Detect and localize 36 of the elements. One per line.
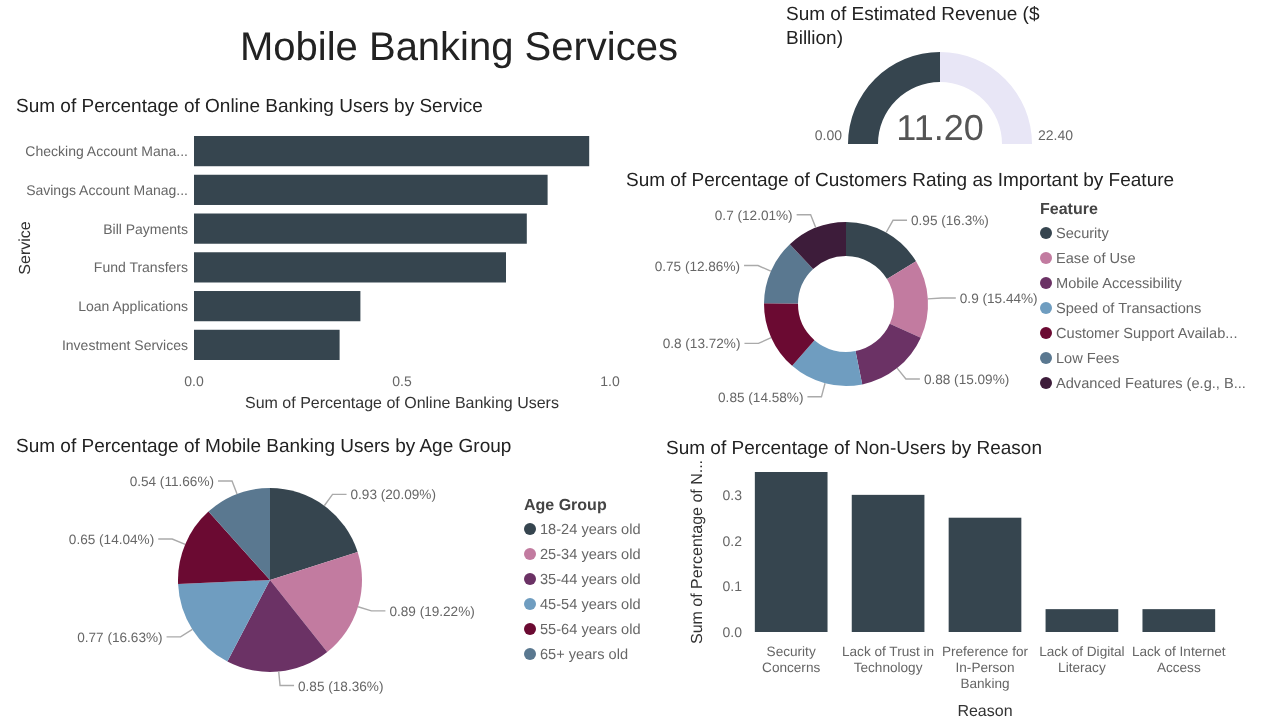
donut-slice — [764, 244, 814, 304]
bar — [194, 291, 361, 322]
bar — [194, 252, 506, 283]
x-axis-title: Reason — [957, 702, 1013, 720]
chart-title: Sum of Percentage of Customers Rating as Important by Feature — [626, 170, 1175, 192]
bar — [1045, 609, 1119, 632]
donut-slice — [846, 222, 917, 280]
pie-slice — [208, 488, 270, 580]
legend-title: Feature — [1040, 200, 1099, 218]
legend-title: Age Group — [524, 496, 607, 514]
bar — [1142, 609, 1216, 632]
pie-slice — [227, 580, 328, 672]
donut-slice — [887, 261, 928, 338]
chart-title: Sum of Percentage of Mobile Banking Users by Age Group — [16, 436, 512, 458]
pie-slice — [178, 580, 270, 662]
pie-slice — [178, 511, 270, 585]
bar — [754, 472, 828, 632]
y-axis-title: Sum of Percentage of N... — [688, 459, 706, 645]
donut-slice — [855, 323, 921, 385]
bar — [948, 517, 1022, 632]
bar — [194, 136, 590, 167]
bar — [194, 174, 548, 205]
donut-slice — [789, 222, 846, 270]
x-axis-title: Sum of Percentage of Online Banking Users — [245, 394, 559, 412]
bar — [194, 213, 527, 244]
bar — [194, 329, 340, 360]
data-label: 11.20 — [896, 108, 984, 148]
chart-title: Sum of Percentage of Non-Users by Reason — [666, 438, 1042, 460]
pie-slice — [270, 552, 362, 653]
chart-title: Sum of Percentage of Online Banking Users by Service — [16, 96, 483, 118]
chart-title: Sum of Estimated Revenue ($ Billion) — [786, 4, 1041, 50]
y-axis-title: Service — [16, 220, 34, 275]
bar — [851, 494, 925, 632]
donut-slice — [792, 340, 863, 386]
text: Mobile Banking Services — [240, 26, 678, 70]
donut-slice — [764, 303, 815, 366]
